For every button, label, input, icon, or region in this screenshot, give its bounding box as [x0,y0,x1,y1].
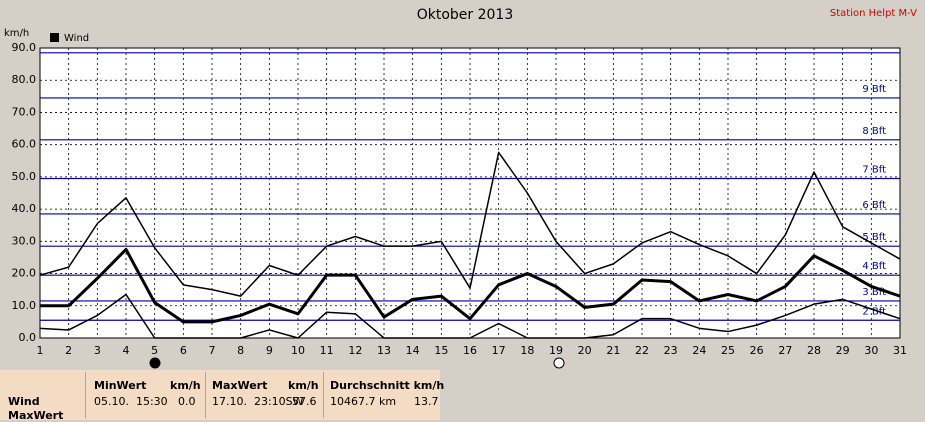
x-tick-label: 3 [94,344,101,357]
x-tick-label: 28 [807,344,821,357]
x-tick-label: 26 [750,344,764,357]
col-header: MinWert [94,379,147,392]
bft-label: 3 Bft [862,287,886,298]
x-tick-label: 16 [463,344,477,357]
x-tick-label: 27 [778,344,792,357]
col-unit: km/h [170,379,201,392]
bft-label: 4 Bft [862,261,886,272]
chart-title: Oktober 2013 [417,7,514,23]
x-tick-label: 22 [635,344,649,357]
x-tick-label: 12 [348,344,362,357]
y-axis-label: km/h [4,28,29,39]
bft-label: 8 Bft [862,126,886,137]
x-tick-label: 15 [434,344,448,357]
cell: 05.10. 15:30 [94,395,168,408]
row-label: MaxWert [8,409,64,422]
x-tick-label: 31 [893,344,907,357]
y-tick-label: 60.0 [12,138,37,151]
row-label: Wind [8,395,40,408]
y-tick-label: 80.0 [12,73,37,86]
separator [323,372,324,418]
moon-full [553,357,565,369]
x-tick-label: 20 [578,344,592,357]
cell: 17.10. 23:10SW [212,395,304,408]
x-tick-label: 4 [123,344,130,357]
x-tick-label: 17 [492,344,506,357]
moon-new [149,357,161,369]
x-tick-label: 10 [291,344,305,357]
y-tick-label: 10.0 [12,299,37,312]
y-tick-label: 90.0 [12,41,37,54]
x-tick-label: 8 [237,344,244,357]
bft-label: 6 Bft [862,200,886,211]
separator [205,372,206,418]
cell: 57.6 [292,395,317,408]
y-tick-label: 50.0 [12,170,37,183]
x-tick-label: 14 [406,344,420,357]
cell: 13.7 [414,395,439,408]
bft-label: 5 Bft [862,232,886,243]
x-tick-label: 9 [266,344,273,357]
x-tick-label: 29 [836,344,850,357]
x-tick-label: 7 [209,344,216,357]
chart: Oktober 2013 Station Helpt M-V km/h Wind… [4,7,917,369]
x-tick-label: 23 [664,344,678,357]
y-tick-label: 70.0 [12,105,37,118]
x-tick-label: 5 [151,344,158,357]
col-header: MaxWert [212,379,268,392]
wind-line [40,247,901,324]
bft-label: 9 Bft [862,84,886,95]
x-tick-label: 30 [864,344,878,357]
legend-swatch [50,33,59,42]
station-name: Station Helpt M-V [830,8,917,19]
wind-line [39,151,901,297]
x-tick-label: 1 [37,344,44,357]
y-tick-label: 40.0 [12,202,37,215]
x-tick-label: 24 [692,344,706,357]
x-tick-label: 19 [549,344,563,357]
x-tick-label: 11 [320,344,334,357]
col-unit: km/h [288,379,319,392]
x-tick-label: 6 [180,344,187,357]
y-tick-label: 20.0 [12,267,37,280]
bft-label: 7 Bft [862,165,886,176]
x-tick-label: 13 [377,344,391,357]
legend-label: Wind [64,33,89,44]
separator [85,372,86,418]
wind-line [39,293,901,339]
cell: 10467.7 km [330,395,397,408]
y-tick-label: 30.0 [12,234,37,247]
x-tick-label: 2 [65,344,72,357]
summary-table: Wind MaxWert MinWert km/h 05.10. 15:30 0… [0,370,444,422]
x-tick-label: 21 [606,344,620,357]
cell: 0.0 [178,395,196,408]
bft-label: 2 Bft [862,306,886,317]
x-tick-label: 18 [520,344,534,357]
y-tick-label: 0.0 [19,331,37,344]
x-tick-label: 25 [721,344,735,357]
col-header: Durchschnitt km/h [330,379,445,392]
